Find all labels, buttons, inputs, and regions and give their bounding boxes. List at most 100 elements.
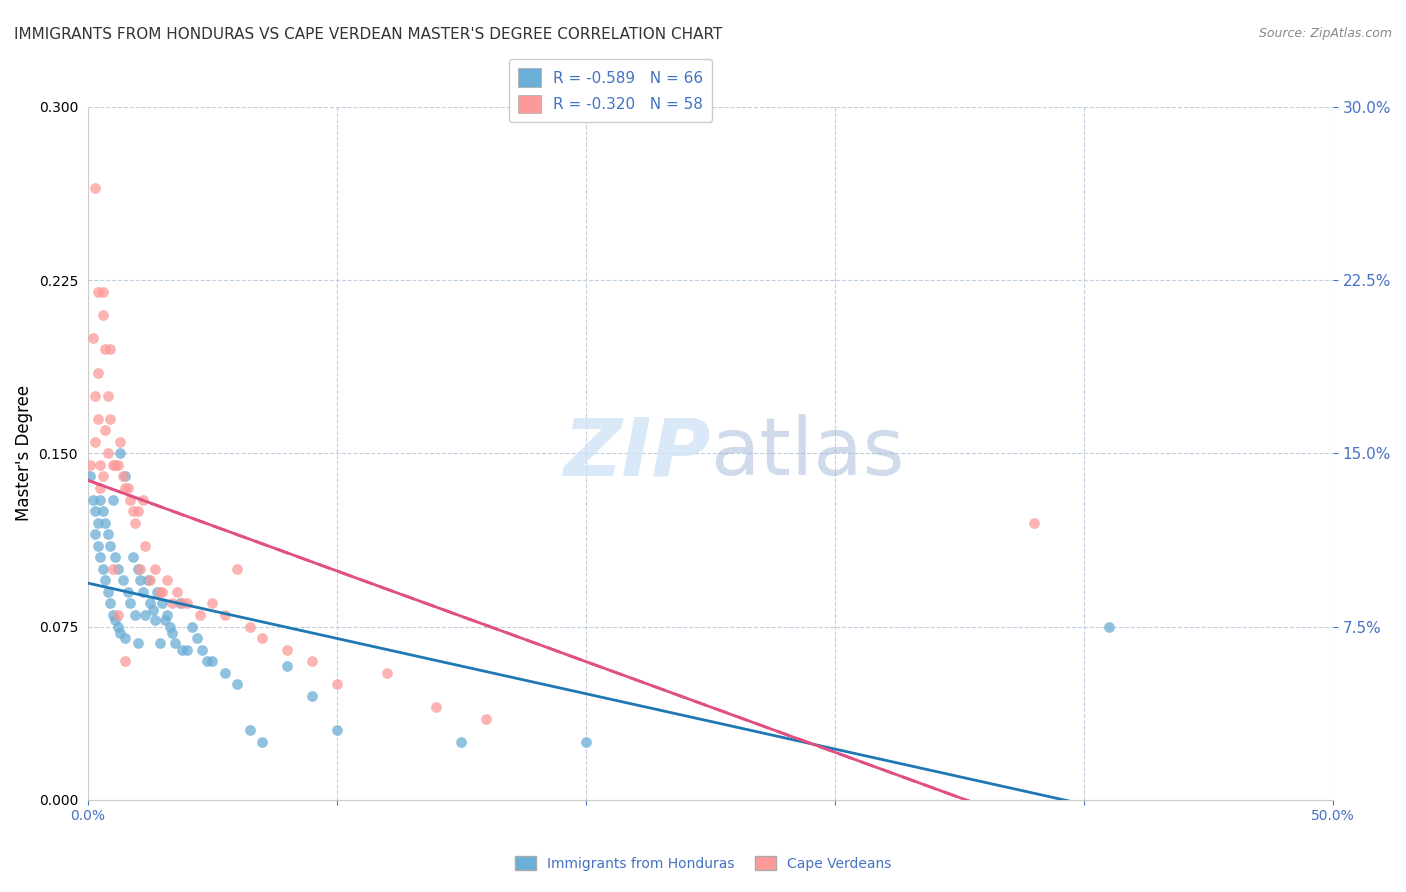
Point — [94, 423, 117, 437]
Point — [134, 607, 156, 622]
Point — [94, 574, 117, 588]
Point — [129, 562, 152, 576]
Point — [107, 607, 129, 622]
Point — [111, 574, 134, 588]
Point — [120, 597, 142, 611]
Point — [276, 642, 298, 657]
Point — [172, 642, 194, 657]
Point — [152, 585, 174, 599]
Point — [84, 388, 107, 402]
Point — [107, 458, 129, 472]
Point — [98, 411, 121, 425]
Point — [152, 597, 174, 611]
Point — [153, 613, 176, 627]
Point — [149, 585, 172, 599]
Point — [214, 607, 236, 622]
Point — [201, 654, 224, 668]
Text: Source: ZipAtlas.com: Source: ZipAtlas.com — [1258, 27, 1392, 40]
Point — [239, 723, 262, 738]
Point — [326, 677, 349, 691]
Point — [101, 562, 124, 576]
Point — [163, 636, 186, 650]
Point — [425, 700, 447, 714]
Point — [127, 562, 149, 576]
Point — [97, 388, 120, 402]
Point — [114, 631, 136, 645]
Point — [94, 516, 117, 530]
Point — [301, 654, 323, 668]
Point — [162, 597, 184, 611]
Point — [91, 504, 114, 518]
Point — [239, 619, 262, 633]
Point — [84, 504, 107, 518]
Point — [97, 585, 120, 599]
Point — [124, 607, 146, 622]
Point — [195, 654, 218, 668]
Point — [114, 654, 136, 668]
Point — [91, 562, 114, 576]
Point — [98, 597, 121, 611]
Point — [156, 574, 179, 588]
Point — [575, 735, 598, 749]
Point — [375, 665, 398, 680]
Point — [162, 626, 184, 640]
Point — [101, 458, 124, 472]
Point — [176, 642, 198, 657]
Point — [104, 613, 127, 627]
Point — [250, 631, 273, 645]
Point — [134, 539, 156, 553]
Point — [143, 613, 166, 627]
Point — [84, 180, 107, 194]
Point — [139, 597, 162, 611]
Point — [226, 562, 249, 576]
Point — [131, 585, 153, 599]
Point — [1098, 619, 1121, 633]
Point — [146, 585, 169, 599]
Point — [117, 481, 139, 495]
Point — [127, 504, 149, 518]
Point — [176, 597, 198, 611]
Point — [149, 636, 172, 650]
Point — [124, 516, 146, 530]
Point — [82, 492, 104, 507]
Point — [121, 504, 143, 518]
Point — [129, 574, 152, 588]
Point — [141, 603, 163, 617]
Point — [82, 331, 104, 345]
Point — [87, 516, 110, 530]
Point — [89, 481, 111, 495]
Point — [250, 735, 273, 749]
Point — [120, 492, 142, 507]
Point — [117, 585, 139, 599]
Point — [191, 642, 214, 657]
Point — [166, 585, 188, 599]
Point — [475, 712, 498, 726]
Point — [84, 434, 107, 449]
Point — [79, 458, 101, 472]
Point — [114, 481, 136, 495]
Y-axis label: Master's Degree: Master's Degree — [15, 385, 32, 522]
Legend: Immigrants from Honduras, Cape Verdeans: Immigrants from Honduras, Cape Verdeans — [509, 850, 897, 876]
Point — [104, 550, 127, 565]
Point — [136, 574, 159, 588]
Point — [89, 458, 111, 472]
Point — [91, 308, 114, 322]
Text: atlas: atlas — [710, 414, 904, 492]
Point — [84, 527, 107, 541]
Point — [108, 626, 131, 640]
Point — [104, 458, 127, 472]
Point — [214, 665, 236, 680]
Point — [79, 469, 101, 483]
Point — [107, 562, 129, 576]
Text: ZIP: ZIP — [562, 414, 710, 492]
Point — [186, 631, 208, 645]
Point — [89, 492, 111, 507]
Point — [188, 607, 211, 622]
Text: IMMIGRANTS FROM HONDURAS VS CAPE VERDEAN MASTER'S DEGREE CORRELATION CHART: IMMIGRANTS FROM HONDURAS VS CAPE VERDEAN… — [14, 27, 723, 42]
Point — [87, 366, 110, 380]
Point — [98, 539, 121, 553]
Point — [131, 492, 153, 507]
Point — [121, 550, 143, 565]
Point — [201, 597, 224, 611]
Point — [101, 492, 124, 507]
